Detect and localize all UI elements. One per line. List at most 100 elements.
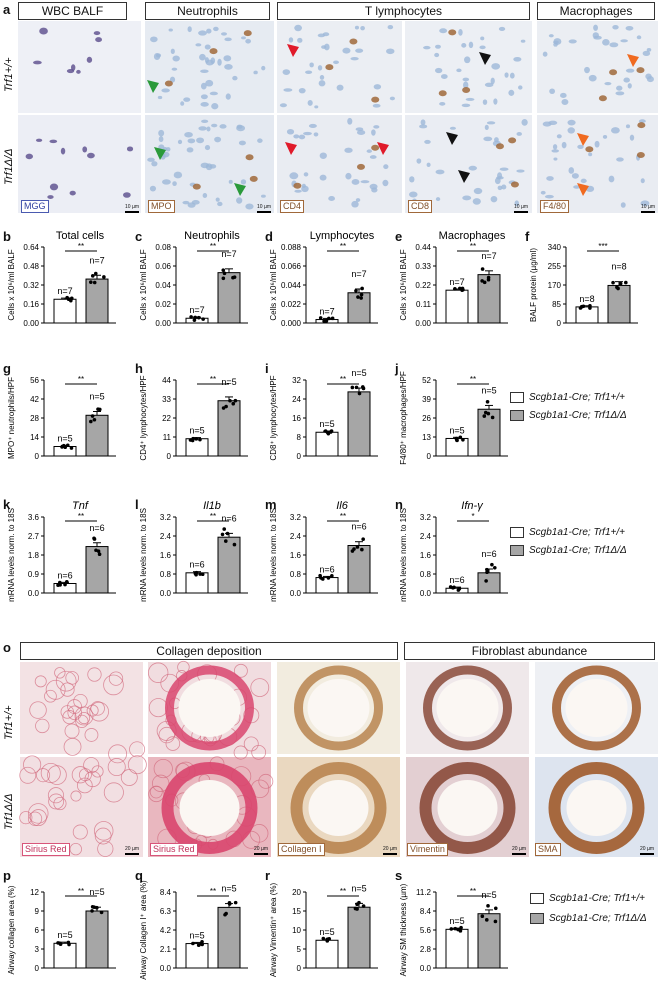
cell-nucleus (383, 164, 389, 170)
alveolus-outline (89, 701, 109, 722)
cell-nucleus (479, 45, 486, 50)
cell-nucleus (540, 190, 546, 195)
stained-cell (243, 30, 252, 37)
cell-nucleus (153, 53, 161, 61)
significance-stars: ** (78, 242, 84, 251)
arrowhead-marker (627, 54, 639, 67)
cell-nucleus (592, 32, 599, 39)
bar-chart-k: Tnf 0.0 0.9 1.8 2.7 3.6 mRNA levels norm. to 1… (7, 500, 116, 602)
cell-nucleus (35, 138, 43, 142)
cell-nucleus (123, 192, 131, 198)
cell-nucleus (150, 36, 158, 43)
y-tick-label: 9 (35, 907, 40, 916)
cell-nucleus (434, 52, 440, 58)
legend-swatch-wt (510, 392, 524, 403)
cell-nucleus (371, 129, 376, 136)
data-point (191, 941, 195, 946)
cell-nucleus (355, 198, 361, 202)
cell-nucleus (293, 134, 300, 139)
cell-nucleus (542, 51, 548, 57)
cell-nucleus (560, 92, 567, 98)
data-point (94, 548, 98, 553)
cell-nucleus (483, 136, 493, 142)
arrowhead-marker (377, 142, 389, 155)
alveolus-outline (93, 821, 114, 841)
chart-title: Neutrophils (184, 230, 240, 242)
data-point (490, 562, 494, 567)
cell-nucleus (151, 161, 158, 167)
y-tick-label: 0.32 (23, 281, 39, 290)
n-label: n=6 (449, 575, 464, 585)
n-label: n=5 (189, 426, 204, 436)
data-point (65, 580, 69, 584)
data-point (232, 542, 237, 547)
alveolus-outline (29, 809, 47, 827)
cell-nucleus (584, 66, 590, 74)
y-tick-label: 0.00 (23, 319, 39, 328)
stained-cell (249, 175, 258, 182)
cell-nucleus (646, 76, 654, 83)
arrowhead-marker (446, 132, 458, 145)
cell-nucleus (593, 24, 598, 31)
cell-nucleus (172, 181, 177, 187)
cell-nucleus (177, 139, 183, 145)
cell-nucleus (435, 197, 441, 202)
y-tick-label: 0.000 (281, 319, 302, 328)
scale-bar-o1: 20 µm (125, 846, 139, 855)
header-fibroblast-abundance: Fibroblast abundance (404, 642, 655, 660)
stained-cell (495, 143, 504, 150)
cell-nucleus (282, 69, 291, 75)
y-tick-label: 0.0 (160, 964, 172, 973)
data-point (92, 280, 97, 285)
data-point (224, 911, 228, 916)
y-tick-label: 0.00 (415, 319, 431, 328)
cell-nucleus (187, 138, 196, 144)
y-tick-label: 0.02 (155, 300, 171, 309)
cell-nucleus (206, 126, 211, 132)
airway-lumen (565, 679, 628, 737)
panel-label-b: b (3, 229, 11, 244)
cell-nucleus (294, 24, 302, 32)
cell-nucleus (303, 172, 309, 177)
cell-nucleus (434, 67, 443, 74)
y-tick-label: 0.06 (155, 262, 171, 271)
cell-nucleus (627, 83, 632, 89)
cell-nucleus (484, 124, 489, 131)
data-point (355, 545, 360, 549)
significance-stars: *** (598, 242, 607, 251)
data-point (67, 942, 71, 947)
airway-lumen (308, 780, 369, 836)
y-tick-label: 28 (30, 414, 39, 423)
cell-nucleus (196, 137, 205, 144)
cell-nucleus (465, 97, 475, 101)
cell-nucleus (170, 48, 175, 55)
cell-nucleus (609, 42, 619, 48)
data-point (624, 280, 628, 285)
cell-nucleus (440, 74, 448, 80)
n-label: n=7 (319, 306, 334, 316)
cell-nucleus (204, 44, 211, 50)
alveolus-outline (34, 675, 47, 688)
data-point (323, 429, 328, 433)
cell-nucleus (498, 26, 506, 32)
cell-nucleus (49, 183, 59, 191)
data-point (228, 398, 232, 403)
micrograph-wbc-wt (18, 21, 141, 113)
y-tick-label: 39 (422, 395, 431, 404)
data-point (459, 925, 463, 930)
cell-nucleus (490, 77, 495, 85)
cell-nucleus (318, 80, 326, 87)
bar-wt (53, 942, 77, 969)
cell-nucleus (171, 67, 178, 71)
cell-nucleus (518, 85, 523, 90)
data-point (457, 586, 462, 591)
cell-nucleus (200, 94, 208, 100)
alveolus-outline (62, 710, 77, 725)
alveolus-outline (71, 766, 89, 784)
header-collagen-deposition: Collagen deposition (20, 642, 398, 660)
cell-nucleus (602, 135, 608, 139)
alveolus-outline (233, 745, 248, 760)
cell-nucleus (473, 187, 483, 195)
data-point (98, 407, 102, 412)
panel-label-k: k (3, 497, 11, 512)
